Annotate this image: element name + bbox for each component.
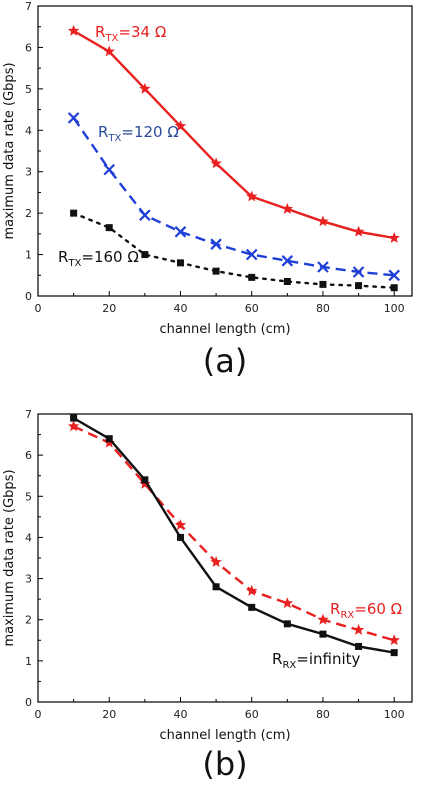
data-point [355, 642, 363, 650]
data-point [317, 215, 329, 227]
data-point [176, 259, 184, 267]
data-point [70, 414, 78, 422]
data-point [352, 225, 365, 237]
series-line [72, 211, 396, 289]
data-point [283, 278, 291, 285]
data-point [70, 209, 78, 217]
series-label: RRX=infinity [272, 650, 360, 671]
y-tick-label: 2 [25, 614, 32, 627]
y-tick-label: 2 [25, 207, 32, 220]
data-point [105, 224, 113, 232]
data-point [352, 624, 365, 635]
x-tick-label: 60 [245, 302, 259, 315]
data-point [139, 209, 151, 221]
y-tick-label: 1 [25, 655, 32, 668]
series-label: RTX=120 Ω [98, 123, 179, 144]
data-point [103, 163, 116, 176]
y-tick-label: 4 [25, 124, 32, 137]
data-point [388, 269, 400, 282]
x-axis-label: channel length (cm) [159, 322, 290, 337]
data-point [355, 282, 363, 290]
x-tick-label: 0 [35, 708, 42, 721]
data-point [319, 630, 327, 638]
series-line [73, 29, 395, 240]
data-point [388, 232, 400, 243]
y-tick-label: 7 [25, 0, 32, 13]
data-point [141, 476, 149, 484]
data-point [210, 157, 222, 169]
x-tick-label: 20 [102, 302, 116, 315]
data-point [352, 266, 365, 278]
data-point [245, 248, 258, 261]
y-tick-label: 6 [25, 449, 32, 462]
y-tick-label: 3 [25, 573, 32, 586]
y-axis-label: maximum data rate (Gbps) [2, 62, 17, 239]
panel-label: (a) [203, 342, 248, 380]
x-tick-label: 100 [384, 302, 405, 315]
data-point [317, 261, 329, 273]
data-point [176, 533, 184, 541]
series-label: RTX=160 Ω [58, 248, 139, 269]
data-point [281, 203, 294, 214]
y-tick-label: 1 [25, 249, 32, 262]
y-tick-label: 5 [25, 83, 32, 96]
series-line [73, 417, 395, 654]
data-point [281, 255, 294, 267]
x-tick-label: 20 [102, 708, 116, 721]
y-tick-label: 4 [25, 531, 32, 544]
data-point [67, 112, 80, 124]
data-point [319, 280, 327, 288]
y-tick-label: 7 [25, 408, 32, 421]
data-point [388, 634, 400, 646]
x-tick-label: 100 [384, 708, 405, 721]
data-point [139, 82, 151, 94]
data-point [210, 238, 222, 250]
data-point [174, 519, 187, 530]
data-point [390, 284, 398, 292]
y-tick-label: 3 [25, 166, 32, 179]
data-point [174, 226, 187, 238]
series-label: RRX=60 Ω [330, 600, 402, 621]
data-point [246, 584, 258, 596]
data-point [248, 603, 256, 611]
x-axis-label: channel length (cm) [159, 728, 290, 743]
data-point [139, 477, 151, 489]
y-tick-label: 5 [25, 490, 32, 503]
series-line [72, 117, 395, 277]
data-point [67, 420, 80, 432]
y-tick-label: 6 [25, 41, 32, 54]
data-point [103, 45, 115, 57]
data-point [105, 435, 113, 443]
x-tick-label: 80 [316, 302, 330, 315]
data-point [212, 267, 220, 275]
chart-panel-b: 0 20 40 60 80 100 0 1 2 3 4 5 6 7 channel length (cm) m… [2, 408, 413, 783]
data-point [283, 620, 291, 628]
y-axis-label: maximum data rate (Gbps) [2, 469, 17, 646]
data-point [281, 597, 294, 609]
chart-panel-a: 0 20 40 60 80 100 0 1 2 3 4 5 6 7 channel length (cm) m… [2, 0, 413, 380]
x-tick-label: 40 [173, 708, 187, 721]
series-line [73, 425, 395, 642]
x-tick-label: 0 [35, 302, 42, 315]
data-point [67, 24, 80, 36]
y-tick-label: 0 [25, 696, 32, 709]
x-tick-label: 40 [173, 302, 187, 315]
data-point [248, 273, 256, 281]
data-point [212, 583, 220, 591]
panel-label: (b) [202, 745, 247, 783]
data-point [174, 120, 187, 131]
data-point [103, 436, 115, 448]
data-point [390, 649, 398, 657]
series-label: RTX=34 Ω [95, 23, 166, 44]
data-point [210, 556, 222, 567]
data-point [317, 613, 329, 625]
data-point [246, 190, 258, 202]
x-tick-label: 80 [316, 708, 330, 721]
y-tick-label: 0 [25, 290, 32, 303]
data-point [141, 251, 149, 259]
x-tick-label: 60 [245, 708, 259, 721]
